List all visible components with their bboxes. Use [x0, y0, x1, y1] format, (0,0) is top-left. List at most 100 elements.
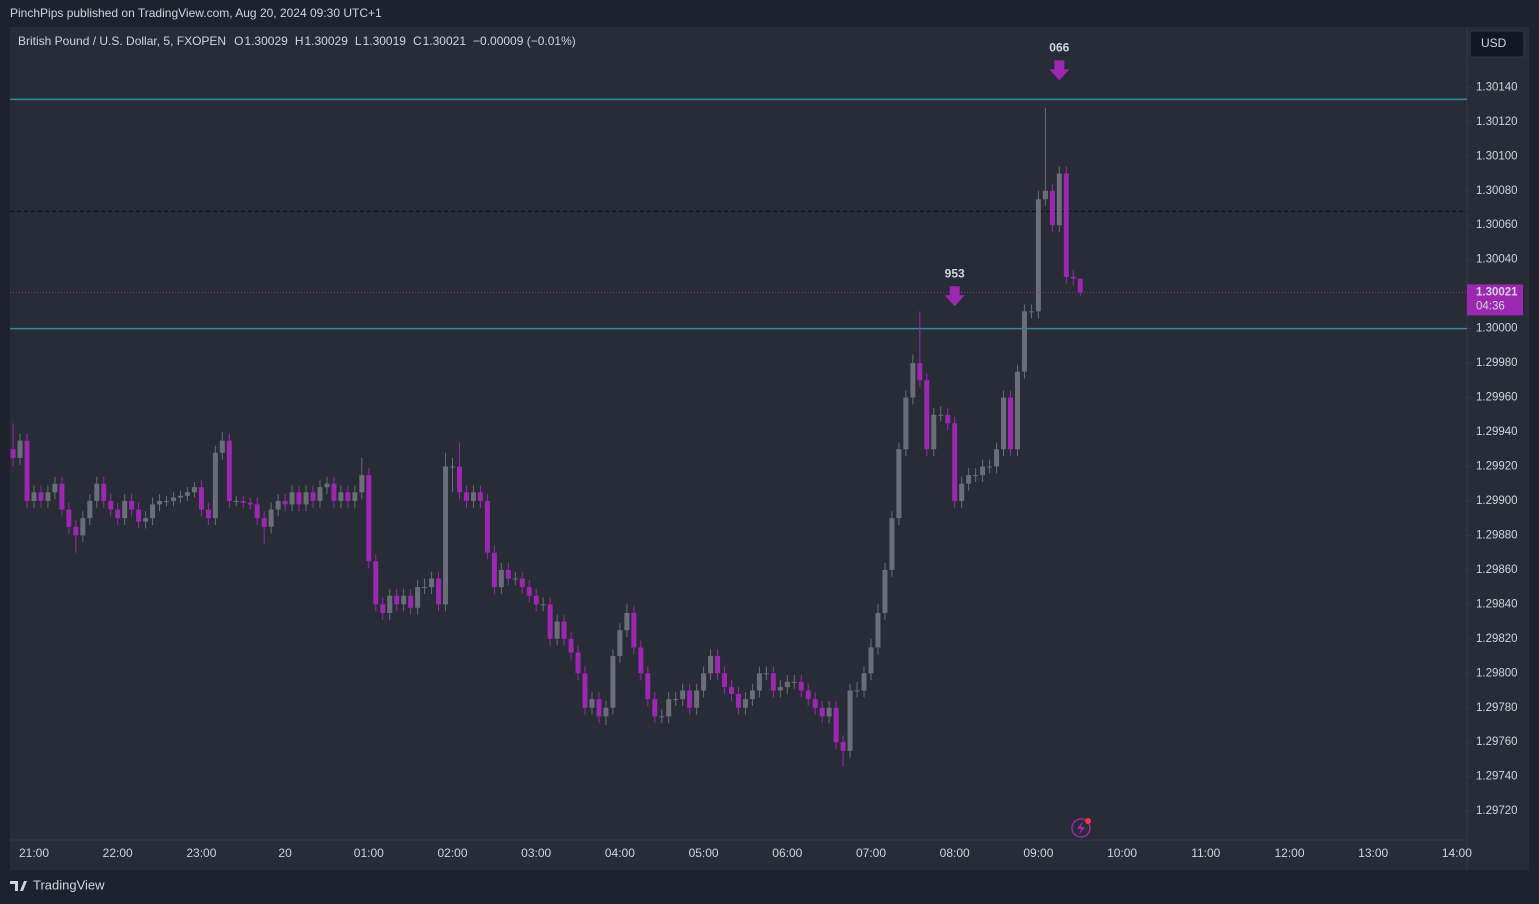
candle-body	[631, 612, 637, 648]
candle-body	[847, 690, 853, 751]
candle-body	[715, 656, 721, 674]
candle-body	[1063, 173, 1069, 277]
candle-body	[422, 587, 428, 589]
candle-body	[157, 500, 163, 505]
y-tick-label: 1.30100	[1476, 150, 1518, 162]
candle-body	[470, 492, 476, 501]
candle-body	[254, 504, 260, 519]
candle-body	[164, 500, 170, 502]
candle-body	[240, 500, 246, 503]
published-line: PinchPips published on TradingView.com, …	[10, 6, 382, 20]
candle-body	[450, 466, 455, 468]
candle-body	[282, 500, 288, 505]
candle-body	[491, 552, 497, 588]
candle-body	[38, 492, 44, 501]
candle-body	[917, 363, 923, 381]
candle-body	[205, 509, 211, 519]
annotation-text: 066	[1049, 41, 1069, 55]
candle-body	[101, 483, 107, 501]
candle-body	[143, 518, 149, 522]
candle-body	[519, 578, 525, 588]
currency[interactable]: USD	[1481, 36, 1507, 50]
x-tick-label: 21:00	[19, 846, 49, 860]
candle-body	[938, 414, 944, 416]
candle-body	[94, 483, 100, 501]
candle-body	[122, 500, 128, 519]
candle-body	[484, 500, 490, 553]
last-price: 1.30021	[1476, 286, 1518, 298]
candle-body	[861, 673, 867, 691]
candle-body	[763, 673, 769, 675]
candle-body	[680, 690, 686, 700]
candle-body	[477, 492, 483, 501]
ohlc-label: L	[355, 34, 362, 48]
x-tick-label: 03:00	[521, 846, 551, 860]
candle-body	[184, 492, 190, 496]
x-tick-label: 09:00	[1023, 846, 1053, 860]
candle-body	[645, 673, 651, 700]
candle-body	[952, 423, 958, 501]
ohlc-value: 1.30029	[304, 34, 348, 48]
candle-body	[805, 690, 811, 700]
ohlc-value: 1.30029	[244, 34, 288, 48]
candle-body	[387, 595, 393, 613]
candle-body	[687, 690, 693, 708]
candle-body	[638, 647, 644, 674]
candle-body	[1014, 371, 1020, 450]
candle-body	[610, 656, 616, 708]
y-tick-label: 1.29980	[1476, 357, 1518, 369]
candle-body	[498, 569, 504, 588]
footer-logo	[10, 881, 27, 891]
y-tick-label: 1.29940	[1476, 426, 1518, 438]
lightning-icon[interactable]	[1071, 818, 1091, 838]
candle-body	[296, 492, 302, 505]
icon-bolt	[1077, 821, 1085, 835]
candle-body	[582, 673, 588, 708]
candle-body	[533, 595, 539, 605]
candle-body	[959, 483, 965, 501]
candle-body	[191, 487, 197, 493]
icon-dot	[1085, 818, 1091, 824]
x-tick-label: 22:00	[103, 846, 133, 860]
candle-body	[1056, 173, 1062, 226]
y-tick-label: 1.30140	[1476, 81, 1518, 93]
candle-body	[749, 690, 755, 700]
candle-body	[1077, 278, 1083, 293]
y-tick-label: 1.29820	[1476, 633, 1518, 645]
candle-body	[73, 526, 79, 536]
candle-body	[338, 492, 344, 501]
y-tick-label: 1.29760	[1476, 736, 1518, 748]
candle-body	[526, 587, 532, 596]
candle-body	[352, 492, 358, 501]
candle-body	[436, 578, 442, 605]
candle-body	[59, 483, 65, 510]
candle-body	[980, 466, 986, 476]
candle-body	[694, 690, 700, 708]
candle-body	[973, 475, 979, 477]
x-tick-label: 08:00	[940, 846, 970, 860]
candle-body	[756, 673, 762, 691]
candle-body	[443, 466, 449, 605]
candle-body	[547, 604, 553, 639]
candle-body	[380, 604, 386, 613]
candle-body	[505, 569, 511, 579]
y-tick-label: 1.29860	[1476, 564, 1518, 576]
candle-body	[826, 707, 832, 717]
candle-body	[770, 673, 776, 691]
currency-button[interactable]	[1469, 30, 1525, 58]
candle-body	[310, 492, 316, 501]
candle-body	[903, 397, 909, 450]
candle-body	[1028, 311, 1034, 313]
icon-ring	[1071, 818, 1091, 838]
annotation-text: 953	[945, 266, 965, 280]
candle-body	[722, 673, 728, 688]
candle-body	[812, 699, 818, 708]
y-tick-label: 1.29920	[1476, 460, 1518, 472]
candle-body	[136, 509, 142, 522]
y-tick-label: 1.29840	[1476, 598, 1518, 610]
candle-body	[129, 500, 135, 510]
candle-body	[289, 492, 295, 505]
candle-body	[359, 475, 365, 493]
y-tick-label: 1.30040	[1476, 254, 1518, 266]
